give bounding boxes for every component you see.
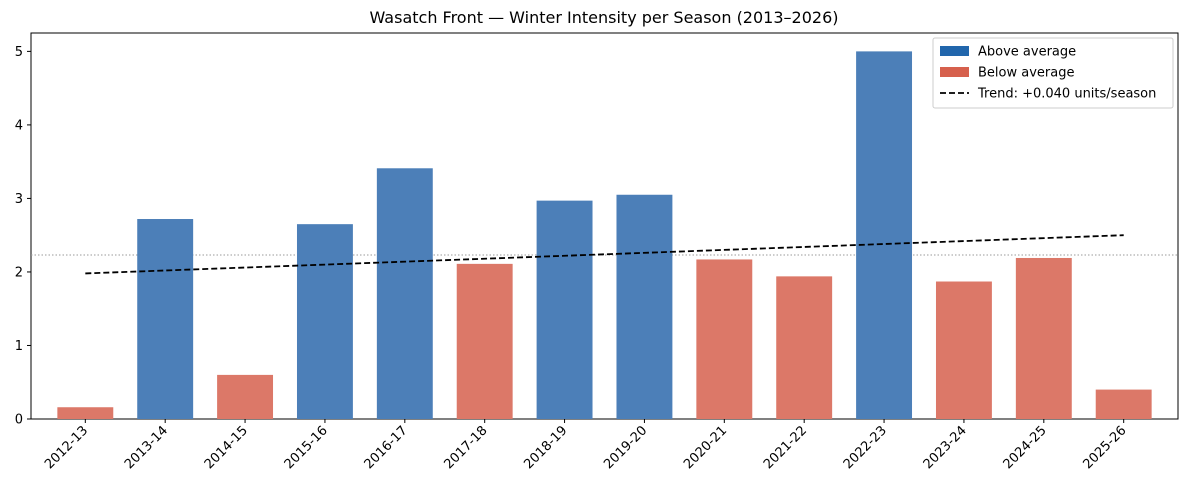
x-tick-label: 2022-23 [841,423,890,472]
y-tick-label: 5 [15,45,23,60]
legend-label-below: Below average [978,66,1074,81]
x-tick-label: 2015-16 [282,423,331,472]
bar-2012-13 [57,407,114,419]
x-tick-label: 2016-17 [362,423,411,472]
chart-title: Wasatch Front — Winter Intensity per Sea… [370,8,839,27]
x-tick-label: 2021-22 [761,423,810,472]
plot-frame [30,32,1179,420]
x-tick-label: 2012-13 [42,423,91,472]
legend-label-trend: Trend: +0.040 units/season [977,87,1156,102]
bar-2014-15 [217,374,274,419]
bar-2019-20 [616,194,673,419]
legend-swatch-below [940,67,969,77]
x-tick-label: 2017-18 [441,423,490,472]
legend-box [932,37,1174,109]
x-tick-label: 2023-24 [921,423,970,472]
bar-2016-17 [376,168,433,419]
bar-2023-24 [935,281,992,419]
bar-2021-22 [776,276,833,419]
x-tick-label: 2025-26 [1080,423,1129,472]
legend-label-above: Above average [978,45,1076,60]
trend-line [85,234,1124,275]
x-tick-label: 2018-19 [521,423,570,472]
bar-2020-21 [696,259,753,419]
legend: Above average Below average Trend: +0.040 … [932,37,1174,109]
x-tick-label: 2024-25 [1001,423,1050,472]
bar-2015-16 [296,224,353,419]
bar-2013-14 [137,219,194,419]
y-tick-label: 0 [15,413,23,428]
y-tick-label: 1 [15,339,23,354]
bar-2024-25 [1015,257,1072,419]
bar-2018-19 [536,200,593,419]
x-tick-label: 2019-20 [601,423,650,472]
legend-swatch-above [940,46,969,56]
x-tick-label: 2014-15 [202,423,251,472]
y-tick-label: 2 [15,265,23,280]
y-tick-label: 4 [15,118,23,133]
y-tick-label: 3 [15,192,23,207]
bar-2022-23 [856,51,913,419]
bar-2025-26 [1095,389,1152,419]
x-tick-label: 2013-14 [122,423,171,472]
bar-2017-18 [456,263,513,419]
x-tick-label: 2020-21 [681,423,730,472]
plot-area: 0 1 2 3 4 5 2012-13 2013-14 2014-15 2015-16 2016-1… [15,32,1179,472]
